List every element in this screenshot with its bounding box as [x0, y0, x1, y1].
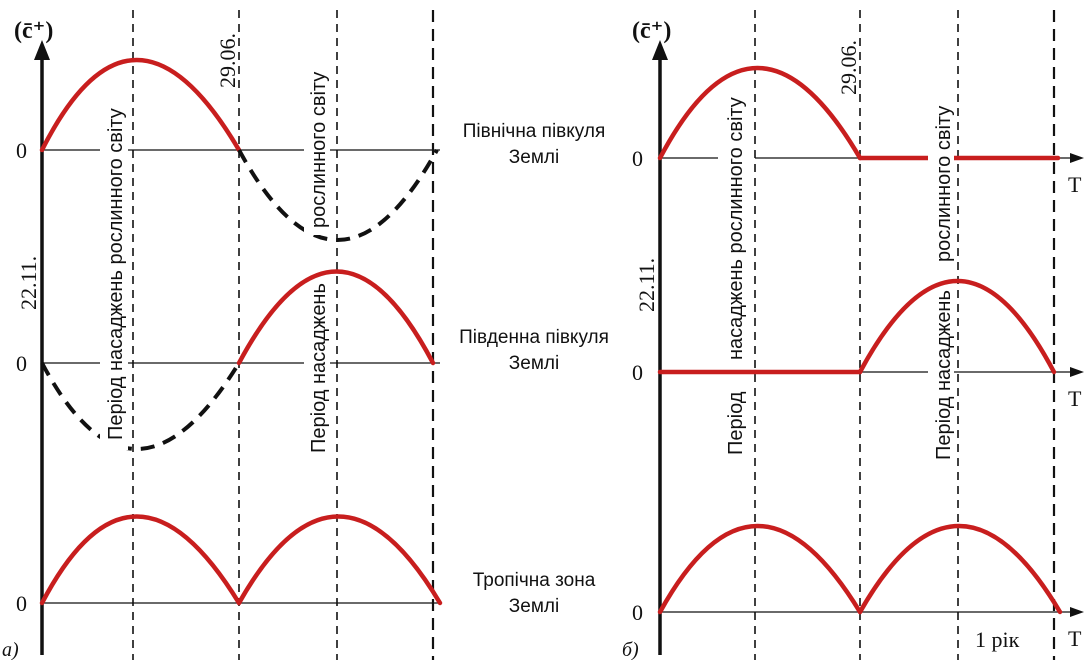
- left-period-2-bottom: Період насаджень: [308, 283, 330, 453]
- right-zero-1: 0: [632, 146, 643, 171]
- right-y-axis-arrow: [652, 40, 668, 60]
- left-date-start: 22.11.: [16, 256, 41, 310]
- right-t-label-1: T: [1068, 172, 1082, 197]
- right-period-1a-bg: [720, 90, 746, 365]
- right-year-label: 1 рік: [975, 627, 1020, 652]
- left-y-axis-arrow: [34, 40, 50, 60]
- right-period-1a: насаджень рослинного світу: [725, 97, 747, 360]
- right-north-curve: [657, 65, 863, 161]
- left-panel-label: а): [2, 639, 19, 660]
- left-zero-1: 0: [16, 138, 27, 163]
- left-tropic-curve-2: [236, 514, 443, 606]
- right-zero-3: 0: [632, 600, 643, 625]
- left-row-2-label-2: Землі: [509, 353, 559, 374]
- right-period-2b-bg: [928, 295, 954, 460]
- left-row-1-label-2: Землі: [509, 147, 559, 168]
- left-north-negative-curve: [237, 149, 439, 242]
- left-row-2-label-1: Південна півкуля: [459, 327, 609, 348]
- left-y-axis-label: (c̄⁺): [14, 18, 53, 44]
- right-panel-label: б): [622, 639, 639, 660]
- left-zero-3: 0: [16, 591, 27, 616]
- left-north-positive-curve: [39, 57, 242, 153]
- right-y-axis-label: (c̄⁺): [632, 18, 671, 44]
- right-south-curve: [857, 279, 1057, 375]
- left-period-2-bottom-bg: [304, 285, 330, 450]
- right-year-label-bg: [968, 626, 1048, 654]
- right-period-1b: Період: [725, 391, 747, 455]
- left-period-1-bg: [100, 110, 128, 450]
- right-panel: (c̄⁺) T T T 0 0 0 22.11. 29.06.: [622, 10, 1084, 660]
- right-baseline-3-arrow: [1070, 607, 1084, 617]
- left-date-mid: 29.06.: [215, 33, 240, 88]
- left-period-2-top-bg: [304, 65, 330, 235]
- left-row-3-label-2: Землі: [509, 596, 559, 617]
- right-baseline-2-arrow: [1070, 367, 1084, 377]
- left-panel: (c̄⁺) 0 0 0 22.11. 29.06. Період насадже…: [2, 10, 609, 660]
- right-period-2b: Період насаджень: [933, 290, 955, 460]
- right-date-start: 22.11.: [634, 258, 659, 312]
- left-row-3-label-1: Тропічна зона: [473, 570, 596, 591]
- left-period-2-top: рослинного світу: [308, 72, 330, 228]
- right-period-2a: рослинного світу: [933, 106, 955, 262]
- right-period-1b-bg: [720, 380, 746, 460]
- left-zero-2: 0: [16, 351, 27, 376]
- right-t-label-2: T: [1068, 386, 1082, 411]
- right-tropic-curve-2: [857, 523, 1063, 615]
- right-t-label-3: T: [1068, 626, 1082, 651]
- left-period-1: Період насаджень рослинного світу: [105, 108, 127, 440]
- right-baseline-1-arrow: [1070, 153, 1084, 163]
- left-south-positive-curve: [236, 269, 436, 366]
- right-zero-2: 0: [632, 360, 643, 385]
- right-period-2a-bg: [928, 100, 954, 265]
- left-row-1-label-1: Північна півкуля: [463, 121, 606, 142]
- right-date-mid: 29.06.: [836, 40, 861, 95]
- left-south-negative-curve: [40, 361, 241, 451]
- left-tropic-curve-1: [39, 514, 242, 606]
- right-tropic-curve-1: [657, 523, 863, 615]
